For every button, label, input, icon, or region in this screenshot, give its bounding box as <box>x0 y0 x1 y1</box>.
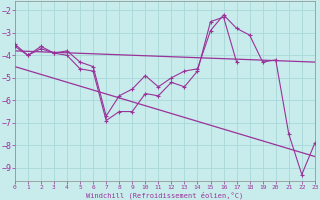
X-axis label: Windchill (Refroidissement éolien,°C): Windchill (Refroidissement éolien,°C) <box>86 191 244 199</box>
